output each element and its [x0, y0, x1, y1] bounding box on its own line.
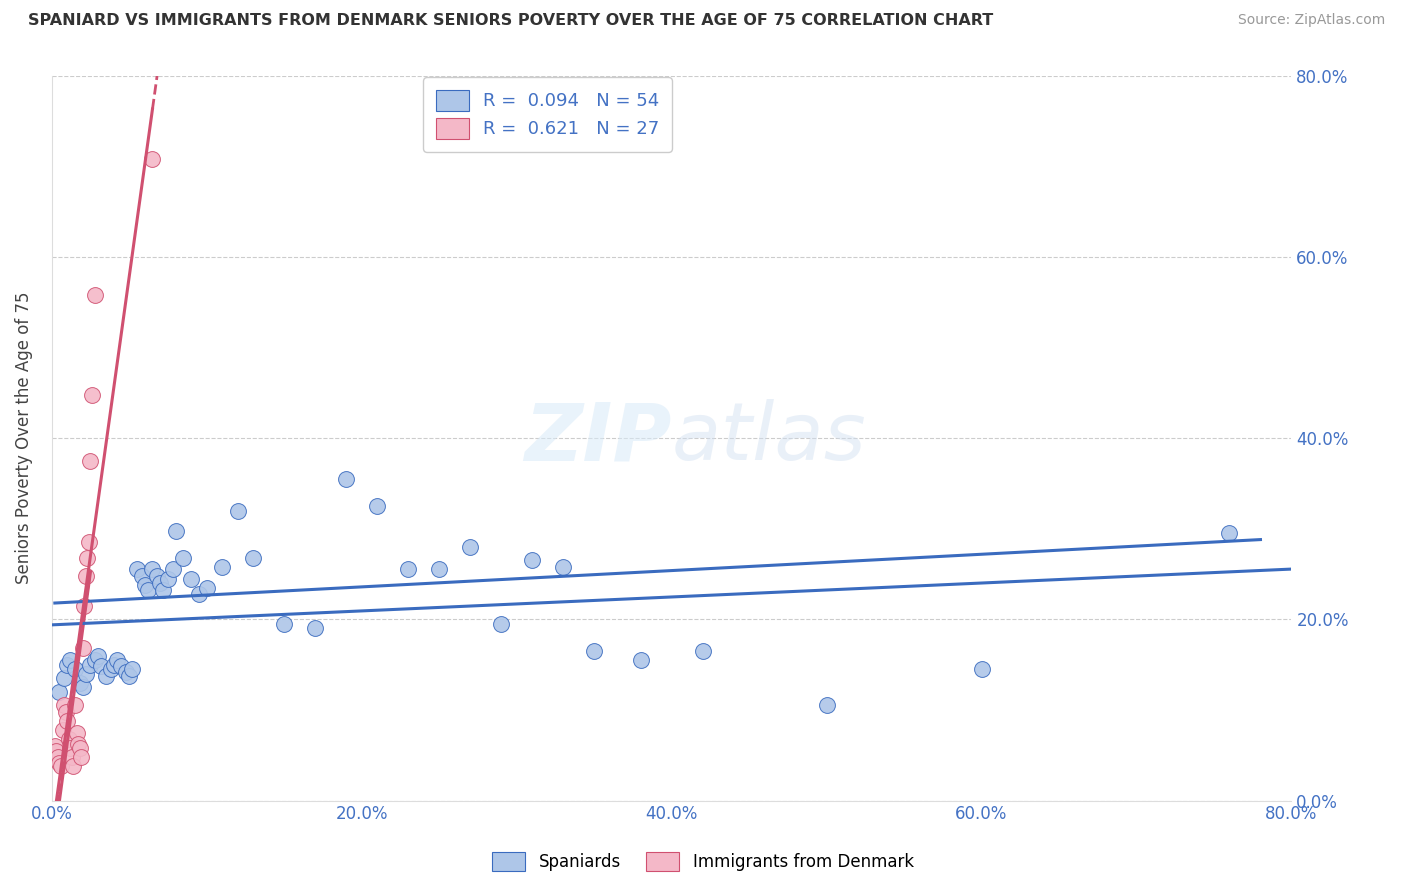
- Y-axis label: Seniors Poverty Over the Age of 75: Seniors Poverty Over the Age of 75: [15, 292, 32, 584]
- Point: [48, 756, 70, 770]
- Point: [149, 576, 172, 591]
- Point: [115, 665, 138, 679]
- Point: [67, 738, 90, 752]
- Text: Source: ZipAtlas.com: Source: ZipAtlas.com: [1237, 13, 1385, 28]
- Point: [273, 616, 295, 631]
- Point: [188, 587, 211, 601]
- Point: [520, 553, 543, 567]
- Point: [72, 641, 94, 656]
- Point: [100, 662, 122, 676]
- Point: [165, 524, 187, 538]
- Point: [156, 572, 179, 586]
- Point: [815, 698, 838, 713]
- Legend: R =  0.094   N = 54, R =  0.621   N = 27: R = 0.094 N = 54, R = 0.621 N = 27: [423, 78, 672, 152]
- Point: [162, 562, 184, 576]
- Point: [62, 759, 84, 773]
- Point: [692, 644, 714, 658]
- Point: [60, 750, 83, 764]
- Point: [79, 657, 101, 672]
- Point: [366, 499, 388, 513]
- Point: [75, 666, 97, 681]
- Point: [335, 472, 357, 486]
- Point: [970, 662, 993, 676]
- Point: [59, 741, 82, 756]
- Point: [110, 659, 132, 673]
- Point: [304, 621, 326, 635]
- Point: [56, 657, 79, 672]
- Point: [70, 750, 93, 764]
- Point: [121, 662, 143, 676]
- Point: [553, 559, 575, 574]
- Point: [630, 653, 652, 667]
- Point: [49, 759, 72, 773]
- Point: [94, 668, 117, 682]
- Point: [103, 657, 125, 672]
- Point: [84, 653, 107, 667]
- Point: [136, 583, 159, 598]
- Point: [141, 152, 163, 166]
- Point: [69, 741, 91, 756]
- Point: [77, 535, 100, 549]
- Point: [489, 616, 512, 631]
- Point: [69, 675, 91, 690]
- Point: [146, 569, 169, 583]
- Point: [44, 739, 66, 754]
- Point: [58, 731, 80, 746]
- Point: [87, 648, 110, 663]
- Point: [90, 659, 112, 673]
- Point: [52, 723, 75, 737]
- Point: [79, 454, 101, 468]
- Point: [53, 698, 76, 713]
- Point: [172, 550, 194, 565]
- Point: [55, 705, 77, 719]
- Point: [242, 550, 264, 565]
- Point: [226, 503, 249, 517]
- Point: [152, 583, 174, 598]
- Point: [65, 725, 87, 739]
- Point: [195, 581, 218, 595]
- Text: SPANIARD VS IMMIGRANTS FROM DENMARK SENIORS POVERTY OVER THE AGE OF 75 CORRELATI: SPANIARD VS IMMIGRANTS FROM DENMARK SENI…: [28, 13, 994, 29]
- Point: [45, 744, 67, 758]
- Point: [53, 671, 76, 685]
- Point: [72, 681, 94, 695]
- Point: [583, 644, 606, 658]
- Point: [80, 387, 103, 401]
- Point: [84, 288, 107, 302]
- Legend: Spaniards, Immigrants from Denmark: Spaniards, Immigrants from Denmark: [484, 843, 922, 880]
- Point: [141, 562, 163, 576]
- Point: [76, 550, 98, 565]
- Point: [73, 599, 96, 613]
- Point: [1218, 526, 1240, 541]
- Point: [211, 559, 233, 574]
- Point: [427, 562, 450, 576]
- Point: [131, 569, 153, 583]
- Point: [48, 685, 70, 699]
- Point: [63, 698, 86, 713]
- Point: [134, 578, 156, 592]
- Point: [105, 653, 128, 667]
- Point: [125, 562, 148, 576]
- Point: [59, 653, 82, 667]
- Text: atlas: atlas: [672, 399, 866, 477]
- Text: ZIP: ZIP: [524, 399, 672, 477]
- Point: [118, 668, 141, 682]
- Point: [458, 540, 481, 554]
- Point: [396, 562, 419, 576]
- Point: [46, 750, 69, 764]
- Point: [56, 714, 79, 728]
- Point: [63, 662, 86, 676]
- Point: [75, 569, 97, 583]
- Point: [180, 572, 202, 586]
